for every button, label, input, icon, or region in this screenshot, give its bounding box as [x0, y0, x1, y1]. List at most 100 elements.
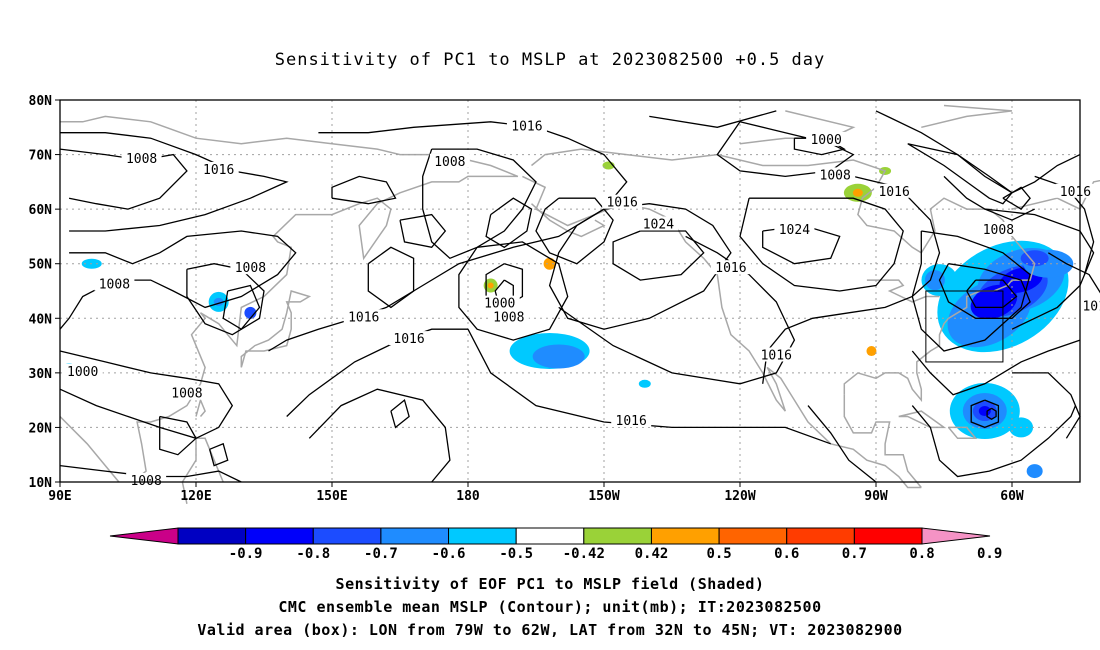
colorbar-segment — [583, 527, 652, 545]
lon-label: 120E — [180, 489, 211, 504]
colorbar-label: 0.7 — [842, 546, 867, 562]
contour-label-bg — [756, 347, 797, 362]
contour-label-bg — [166, 385, 207, 400]
contour-label-bg — [506, 118, 547, 133]
mslp-contour-line — [911, 230, 1031, 352]
contour-label-bg — [806, 131, 847, 146]
contour-label: 1024 — [779, 223, 810, 238]
lon-label: 150E — [316, 489, 347, 504]
sensitivity-blob — [1026, 464, 1043, 479]
mslp-contour-line — [807, 405, 877, 483]
coastline — [59, 415, 120, 483]
mslp-contour-line — [911, 339, 1081, 396]
coastline — [522, 175, 922, 489]
contour-label: 1016 — [1082, 299, 1100, 314]
sensitivity-blob — [244, 306, 257, 319]
colorbar-segment — [515, 527, 585, 545]
contour-label: 1008 — [983, 223, 1014, 238]
contour-label: 1016 — [393, 332, 424, 347]
colorbar-high-triangle — [921, 527, 991, 545]
sensitivity-blob — [970, 284, 1018, 320]
lat-label: 70N — [29, 149, 53, 164]
contour-label-bg — [638, 216, 679, 231]
mslp-contour-line — [1034, 175, 1095, 275]
contour-label-bg — [611, 412, 652, 427]
contour-label-bg — [978, 221, 1019, 236]
mslp-contour-line — [399, 213, 447, 249]
contour-label: 1016 — [878, 185, 909, 200]
coastline — [240, 290, 312, 368]
coastline — [60, 115, 519, 483]
mslp-contour-line — [286, 328, 468, 417]
mslp-contour-line — [208, 442, 229, 467]
mslp-contour-line — [1002, 186, 1031, 210]
contour-label-bg — [1078, 298, 1100, 313]
valid-area-box — [925, 290, 1004, 363]
mslp-contour-line — [938, 263, 1031, 319]
contour-label: 1016 — [348, 310, 379, 325]
mslp-contour-line — [984, 208, 1095, 330]
contour-label: 1008 — [99, 278, 130, 293]
mslp-contour-line — [762, 175, 941, 384]
colorbar-segment — [312, 527, 382, 545]
map-frame — [59, 99, 1081, 483]
mslp-contour-line — [59, 148, 188, 210]
contour-label: 1016 — [203, 163, 234, 178]
colorbar: -0.9 -0.8 -0.7 -0.6 -0.5 -0.42 0.42 0.5 0.6 0.7 0.… — [109, 527, 1002, 562]
lat-label: 60N — [29, 203, 53, 218]
colorbar-label: 0.8 — [909, 546, 934, 562]
lon-label: 60W — [1000, 489, 1024, 504]
contour-label: 1016 — [761, 348, 792, 363]
contour-label: 1016 — [715, 261, 746, 276]
mslp-contour-line — [535, 197, 614, 265]
lat-lon-grid — [60, 100, 1080, 482]
contour-label-bg — [198, 161, 239, 176]
caption-contour: CMC ensemble mean MSLP (Contour); unit(m… — [278, 598, 822, 616]
sensitivity-blob — [487, 282, 494, 289]
mslp-contour-line — [1047, 252, 1100, 294]
colorbar-segment — [448, 527, 517, 545]
colorbar-label: 0.6 — [774, 546, 799, 562]
contour-label-bg — [94, 276, 135, 291]
contour-label-bg — [389, 331, 430, 346]
sensitivity-blob — [532, 344, 585, 369]
contour-label-bg — [602, 194, 643, 209]
contour-label: 1016 — [1060, 185, 1091, 200]
mslp-contour-line — [59, 464, 242, 483]
caption-shaded: Sensitivity of EOF PC1 to MSLP field (Sh… — [335, 575, 765, 593]
contour-label-bg — [121, 151, 162, 166]
colorbar-segment — [245, 527, 314, 545]
mslp-contour-line — [1012, 372, 1081, 439]
lon-label: 120W — [724, 489, 755, 504]
contour-label: 1024 — [643, 218, 674, 233]
colorbar-segment — [177, 527, 247, 545]
coastline — [195, 397, 206, 417]
colorbar-label: -0.7 — [364, 546, 398, 562]
mslp-contour-line — [186, 263, 265, 336]
coastline — [1011, 179, 1100, 211]
contour-label: 1008 — [171, 387, 202, 402]
contour-label-bg — [774, 221, 815, 236]
contour-label-bg — [429, 153, 470, 168]
colorbar-segment — [853, 527, 923, 545]
contour-label-bg — [1055, 183, 1096, 198]
contour-label: 1008 — [434, 155, 465, 170]
contour-label-bg — [230, 260, 271, 275]
caption-valid-area: Valid area (box): LON from 79W to 62W, L… — [197, 621, 903, 639]
lat-label: 30N — [29, 367, 53, 382]
lon-label: 90W — [864, 489, 888, 504]
colorbar-label: -0.42 — [563, 546, 605, 562]
contour-label: 1016 — [606, 196, 637, 211]
colorbar-label: -0.5 — [499, 546, 533, 562]
contour-label-bg — [126, 473, 167, 487]
mslp-contour-line — [159, 415, 197, 456]
lat-label: 80N — [29, 94, 53, 109]
mslp-contour-line — [60, 132, 289, 232]
contour-label: 1008 — [493, 310, 524, 325]
mslp-contour-line — [331, 175, 397, 205]
contour-label: 1008 — [820, 168, 851, 183]
coastline — [843, 394, 922, 488]
colorbar-segment — [380, 527, 450, 545]
